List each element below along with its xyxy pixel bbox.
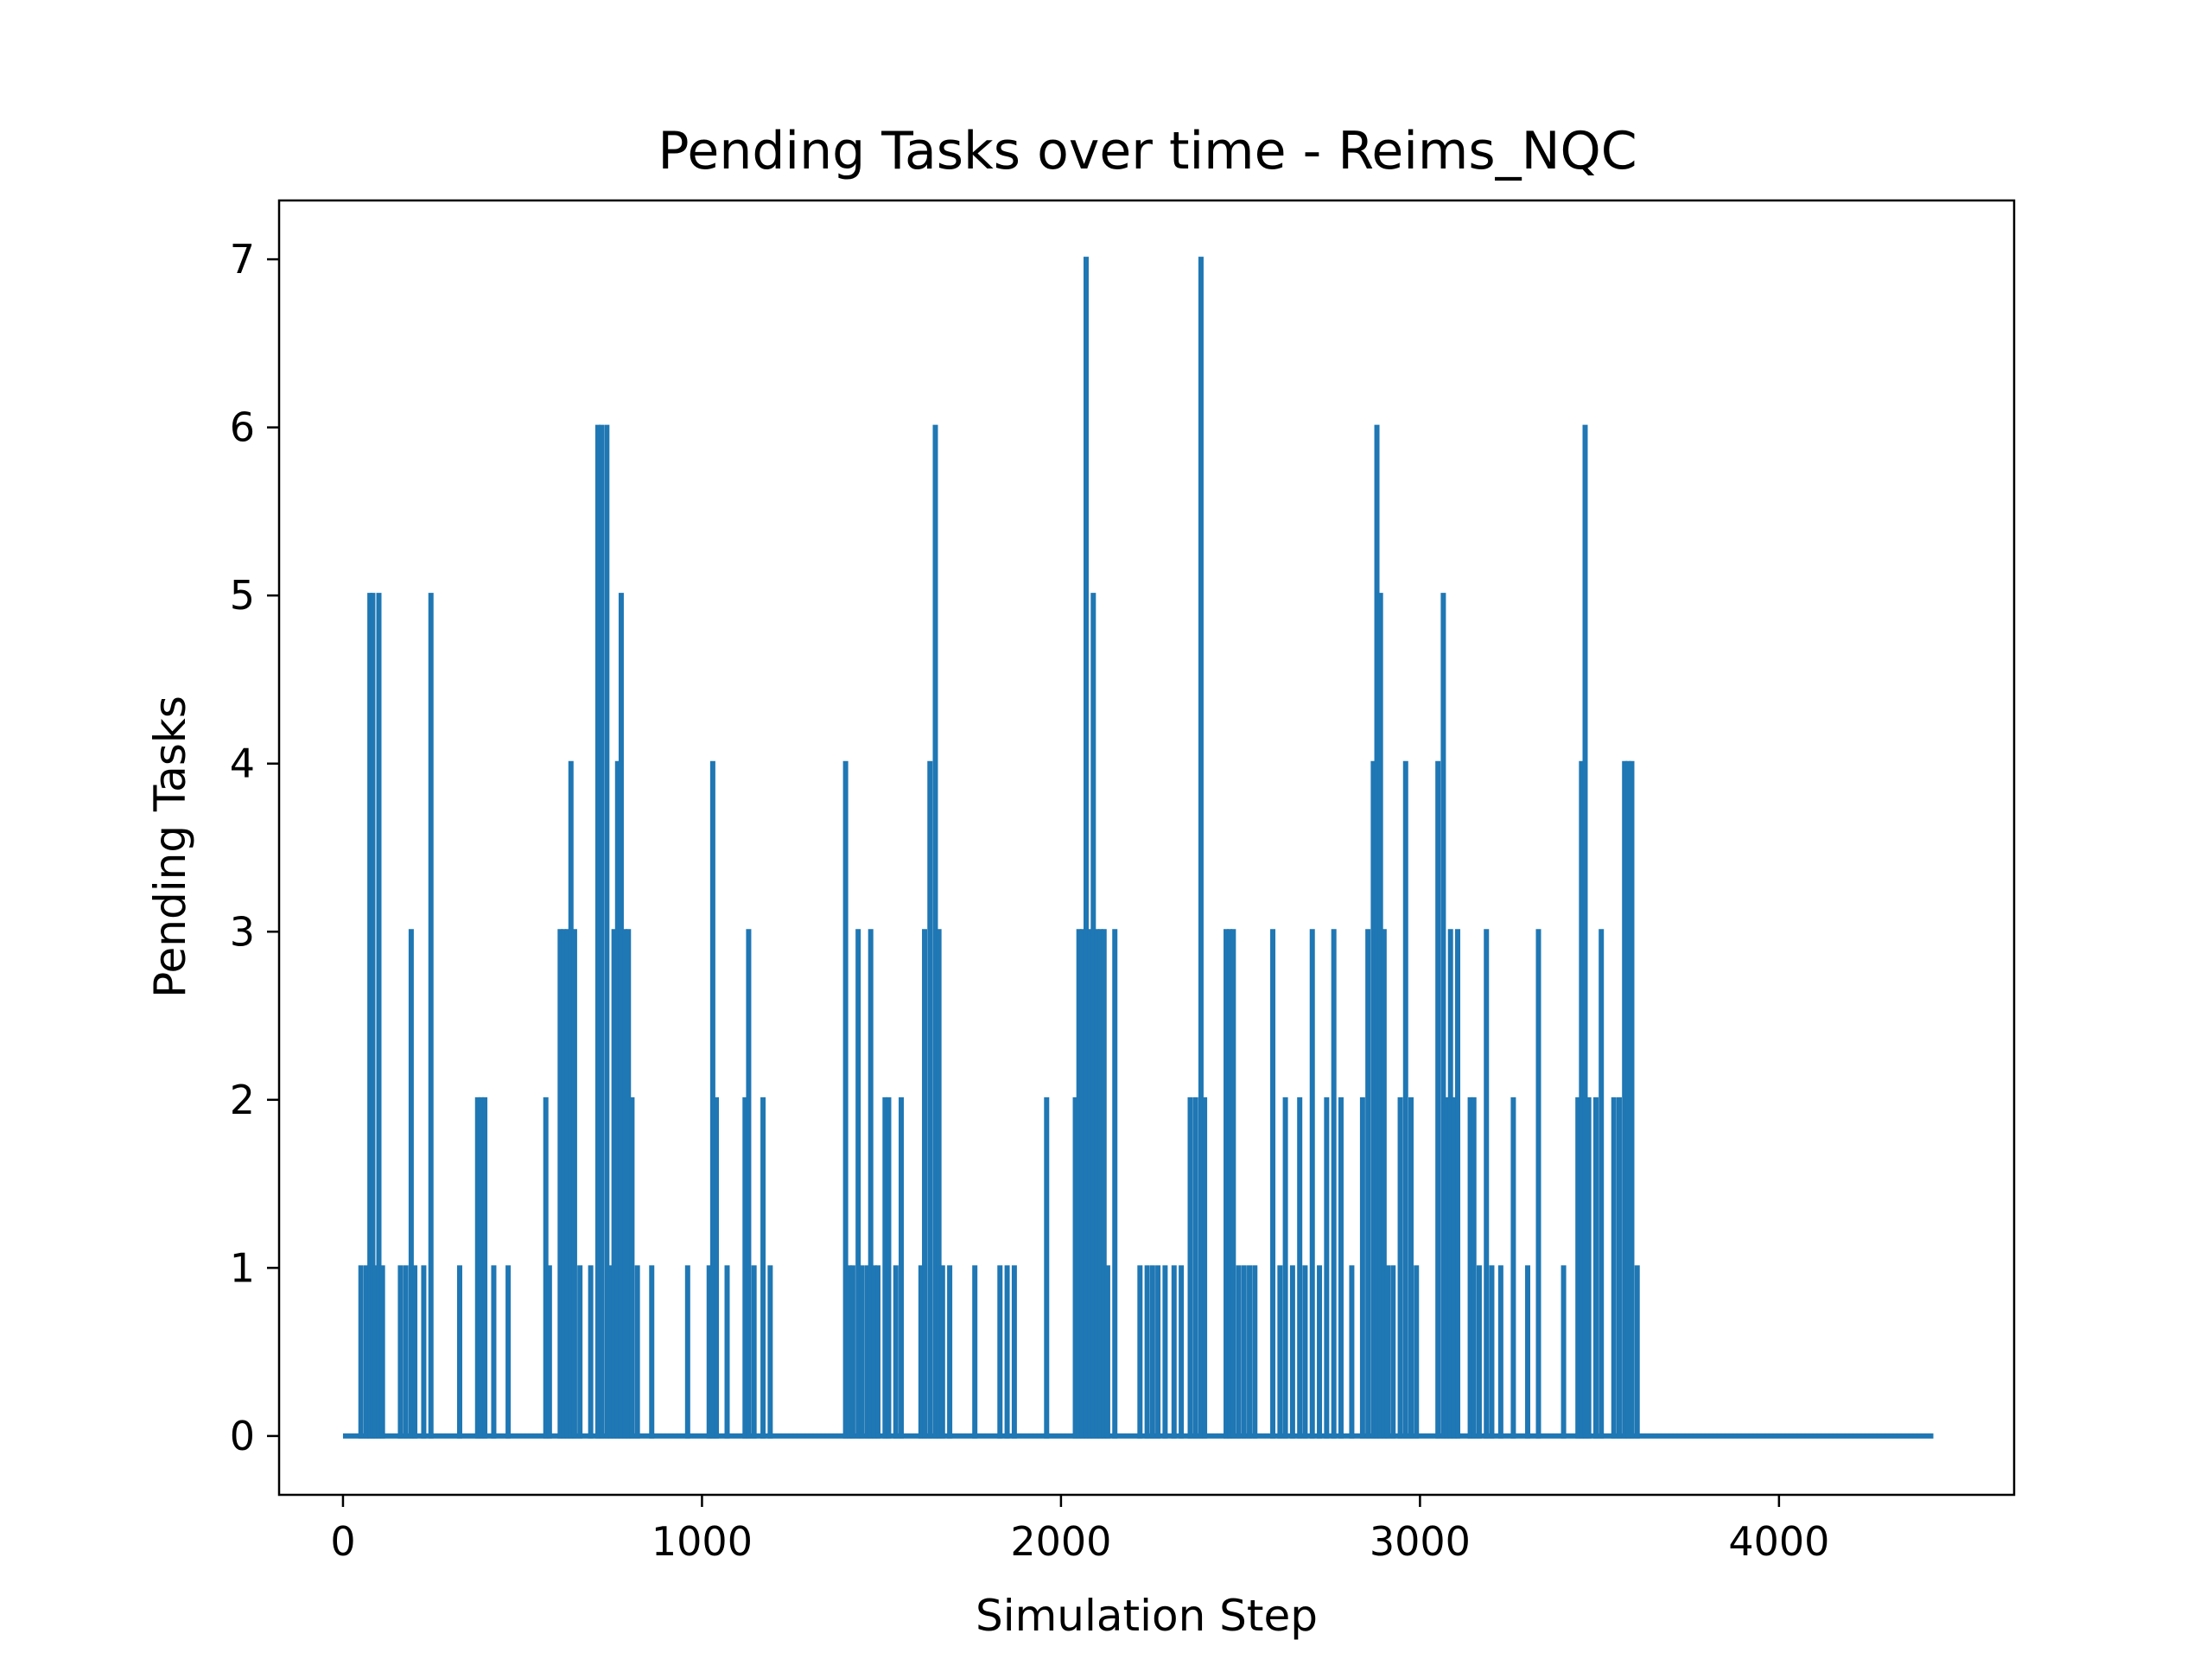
x-tick-label: 3000 <box>1370 1518 1471 1565</box>
series-line <box>342 257 1934 1439</box>
x-tick-label: 0 <box>330 1518 355 1565</box>
x-tick-label: 4000 <box>1728 1518 1829 1565</box>
y-tick-label: 5 <box>230 572 255 619</box>
y-tick-label: 3 <box>230 908 255 955</box>
y-tick-label: 6 <box>230 404 255 451</box>
x-axis-ticks: 0 1000 2000 3000 4000 <box>330 1495 1829 1565</box>
y-tick-label: 0 <box>230 1413 255 1459</box>
y-axis-ticks: 0 1 2 3 4 5 6 7 <box>230 236 279 1459</box>
plot-frame <box>277 199 2016 1497</box>
y-tick-label: 2 <box>230 1077 255 1123</box>
y-axis-label: Pending Tasks <box>145 696 195 998</box>
y-tick-label: 1 <box>230 1244 255 1291</box>
x-tick-label: 1000 <box>652 1518 753 1565</box>
x-tick-label: 2000 <box>1010 1518 1111 1565</box>
chart-title: Pending Tasks over time - Reims_NQC <box>658 121 1637 181</box>
y-tick-label: 4 <box>230 741 255 787</box>
y-tick-label: 7 <box>230 236 255 283</box>
x-axis-label: Simulation Step <box>976 1591 1318 1641</box>
series-layer <box>342 257 1934 1439</box>
